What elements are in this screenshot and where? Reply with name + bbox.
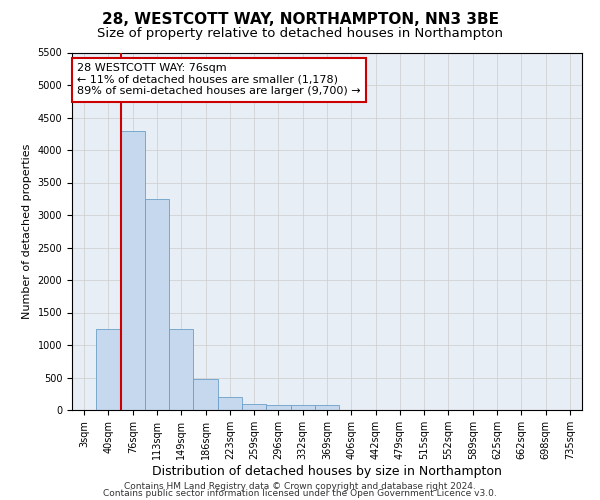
Bar (218, 397, 242, 410)
Y-axis label: Number of detached properties: Number of detached properties (22, 144, 32, 319)
Bar (266, 405, 290, 410)
Text: Contains public sector information licensed under the Open Government Licence v3: Contains public sector information licen… (103, 490, 497, 498)
Text: Contains HM Land Registry data © Crown copyright and database right 2024.: Contains HM Land Registry data © Crown c… (124, 482, 476, 491)
Bar (290, 405, 315, 410)
Bar (96, 329, 121, 410)
Text: 28, WESTCOTT WAY, NORTHAMPTON, NN3 3BE: 28, WESTCOTT WAY, NORTHAMPTON, NN3 3BE (101, 12, 499, 28)
Text: 28 WESTCOTT WAY: 76sqm
← 11% of detached houses are smaller (1,178)
89% of semi-: 28 WESTCOTT WAY: 76sqm ← 11% of detached… (77, 63, 361, 96)
Bar (315, 405, 339, 410)
Bar (121, 130, 145, 410)
Bar (242, 404, 266, 410)
Bar (169, 329, 193, 410)
Bar (145, 198, 169, 410)
Text: Size of property relative to detached houses in Northampton: Size of property relative to detached ho… (97, 28, 503, 40)
X-axis label: Distribution of detached houses by size in Northampton: Distribution of detached houses by size … (152, 465, 502, 478)
Bar (193, 379, 218, 410)
